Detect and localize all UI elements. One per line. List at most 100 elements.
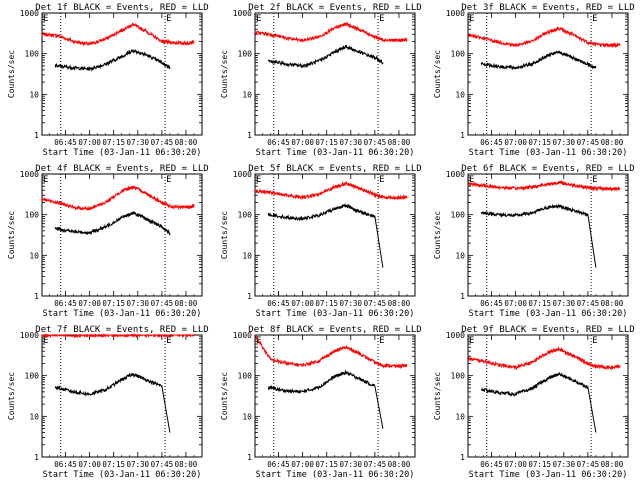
e-marker: E (256, 14, 261, 24)
panel-title: Det 8f BLACK = Events, RED = LLD (248, 325, 421, 335)
x-tick-label: 06:45 (480, 460, 503, 469)
e-marker: E (379, 175, 384, 185)
x-tick-label: 06:45 (267, 460, 290, 469)
e-marker: E (43, 336, 48, 346)
x-tick-label: 07:45 (577, 299, 600, 308)
x-tick-label: 07:00 (78, 460, 101, 469)
x-tick-label: 06:45 (480, 138, 503, 147)
y-tick-label: 100 (238, 50, 253, 59)
lld-series-line (254, 181, 408, 201)
plot-frame (254, 334, 416, 458)
y-tick-label: 10 (29, 412, 39, 421)
y-tick-label: 10 (455, 90, 465, 99)
y-tick-label: 1 (460, 453, 465, 462)
plot-frame (467, 334, 629, 458)
lld-series-line (255, 334, 408, 370)
x-tick-label: 07:45 (364, 299, 387, 308)
y-axis-label: Counts/sec (7, 211, 16, 259)
events-series-line (267, 45, 384, 69)
x-tick-label: 07:00 (504, 299, 527, 308)
x-tick-label: 08:00 (388, 299, 411, 308)
plot-frame (41, 173, 203, 297)
x-axis-label: Start Time (03-Jan-11 06:30:20) (43, 470, 202, 480)
y-tick-label: 1 (247, 131, 252, 140)
e-marker: E (469, 175, 474, 185)
x-tick-label: 06:45 (54, 138, 77, 147)
x-tick-label: 07:15 (528, 138, 551, 147)
e-marker: E (469, 14, 474, 24)
x-tick-label: 07:15 (102, 138, 125, 147)
y-tick-label: 1 (460, 292, 465, 301)
x-axis-label: Start Time (03-Jan-11 06:30:20) (469, 470, 628, 480)
y-axis-label: Counts/sec (433, 50, 442, 98)
e-marker: E (166, 336, 171, 346)
y-tick-label: 1 (34, 453, 39, 462)
x-tick-label: 07:45 (151, 460, 174, 469)
plot-frame (254, 173, 416, 297)
y-tick-label: 1000 (233, 331, 252, 340)
x-tick-label: 07:00 (291, 299, 314, 308)
plot-frame (41, 334, 203, 458)
y-tick-label: 10 (29, 90, 39, 99)
panel-title: Det 2f BLACK = Events, RED = LLD (248, 3, 421, 13)
x-tick-label: 07:15 (102, 460, 125, 469)
x-tick-label: 07:15 (102, 299, 125, 308)
plot-frame (467, 173, 629, 297)
x-tick-label: 07:30 (339, 460, 362, 469)
x-tick-label: 07:30 (552, 138, 575, 147)
e-marker: E (379, 14, 384, 24)
y-axis-label: Counts/sec (433, 211, 442, 259)
x-axis-label: Start Time (03-Jan-11 06:30:20) (43, 148, 202, 158)
y-axis-label: Counts/sec (220, 50, 229, 98)
y-tick-label: 100 (25, 372, 40, 381)
panel-title: Det 7f BLACK = Events, RED = LLD (35, 325, 208, 335)
x-tick-label: 08:00 (175, 460, 198, 469)
x-tick-label: 08:00 (388, 138, 411, 147)
lld-series-line (467, 25, 621, 49)
events-series-line (54, 48, 171, 72)
x-tick-label: 07:30 (552, 460, 575, 469)
x-tick-label: 07:15 (315, 299, 338, 308)
y-tick-label: 1000 (446, 170, 465, 179)
y-tick-label: 10 (29, 251, 39, 260)
x-axis-label: Start Time (03-Jan-11 06:30:20) (469, 148, 628, 158)
x-tick-label: 07:00 (504, 138, 527, 147)
x-tick-label: 07:00 (291, 460, 314, 469)
x-tick-label: 07:15 (528, 299, 551, 308)
lld-series-line (467, 179, 621, 192)
y-tick-label: 1 (460, 131, 465, 140)
events-series-line (480, 50, 597, 71)
y-axis-label: Counts/sec (433, 372, 442, 420)
plot-frame (254, 12, 416, 136)
x-tick-label: 07:15 (528, 460, 551, 469)
y-axis-label: Counts/sec (220, 211, 229, 259)
y-tick-label: 10 (242, 412, 252, 421)
x-axis-label: Start Time (03-Jan-11 06:30:20) (256, 309, 415, 319)
y-tick-label: 10 (242, 251, 252, 260)
x-tick-label: 06:45 (54, 299, 77, 308)
lld-series-line (41, 333, 195, 339)
x-tick-label: 07:00 (78, 138, 101, 147)
panel-title: Det 3f BLACK = Events, RED = LLD (461, 3, 634, 13)
y-tick-label: 1000 (446, 9, 465, 18)
x-tick-label: 07:45 (577, 460, 600, 469)
x-tick-label: 07:45 (151, 138, 174, 147)
panel-title: Det 4f BLACK = Events, RED = LLD (35, 164, 208, 174)
y-tick-label: 1 (247, 453, 252, 462)
x-tick-label: 07:30 (552, 299, 575, 308)
e-marker: E (43, 14, 48, 24)
e-marker: E (43, 175, 48, 185)
y-tick-label: 100 (25, 211, 40, 220)
y-tick-label: 100 (451, 211, 466, 220)
y-tick-label: 100 (238, 372, 253, 381)
y-tick-label: 1 (34, 131, 39, 140)
panel-title: Det 5f BLACK = Events, RED = LLD (248, 164, 421, 174)
y-tick-label: 100 (238, 211, 253, 220)
x-tick-label: 08:00 (601, 138, 624, 147)
y-axis-label: Counts/sec (7, 372, 16, 420)
x-axis-label: Start Time (03-Jan-11 06:30:20) (43, 309, 202, 319)
y-tick-label: 1000 (20, 331, 39, 340)
e-marker: E (592, 14, 597, 24)
